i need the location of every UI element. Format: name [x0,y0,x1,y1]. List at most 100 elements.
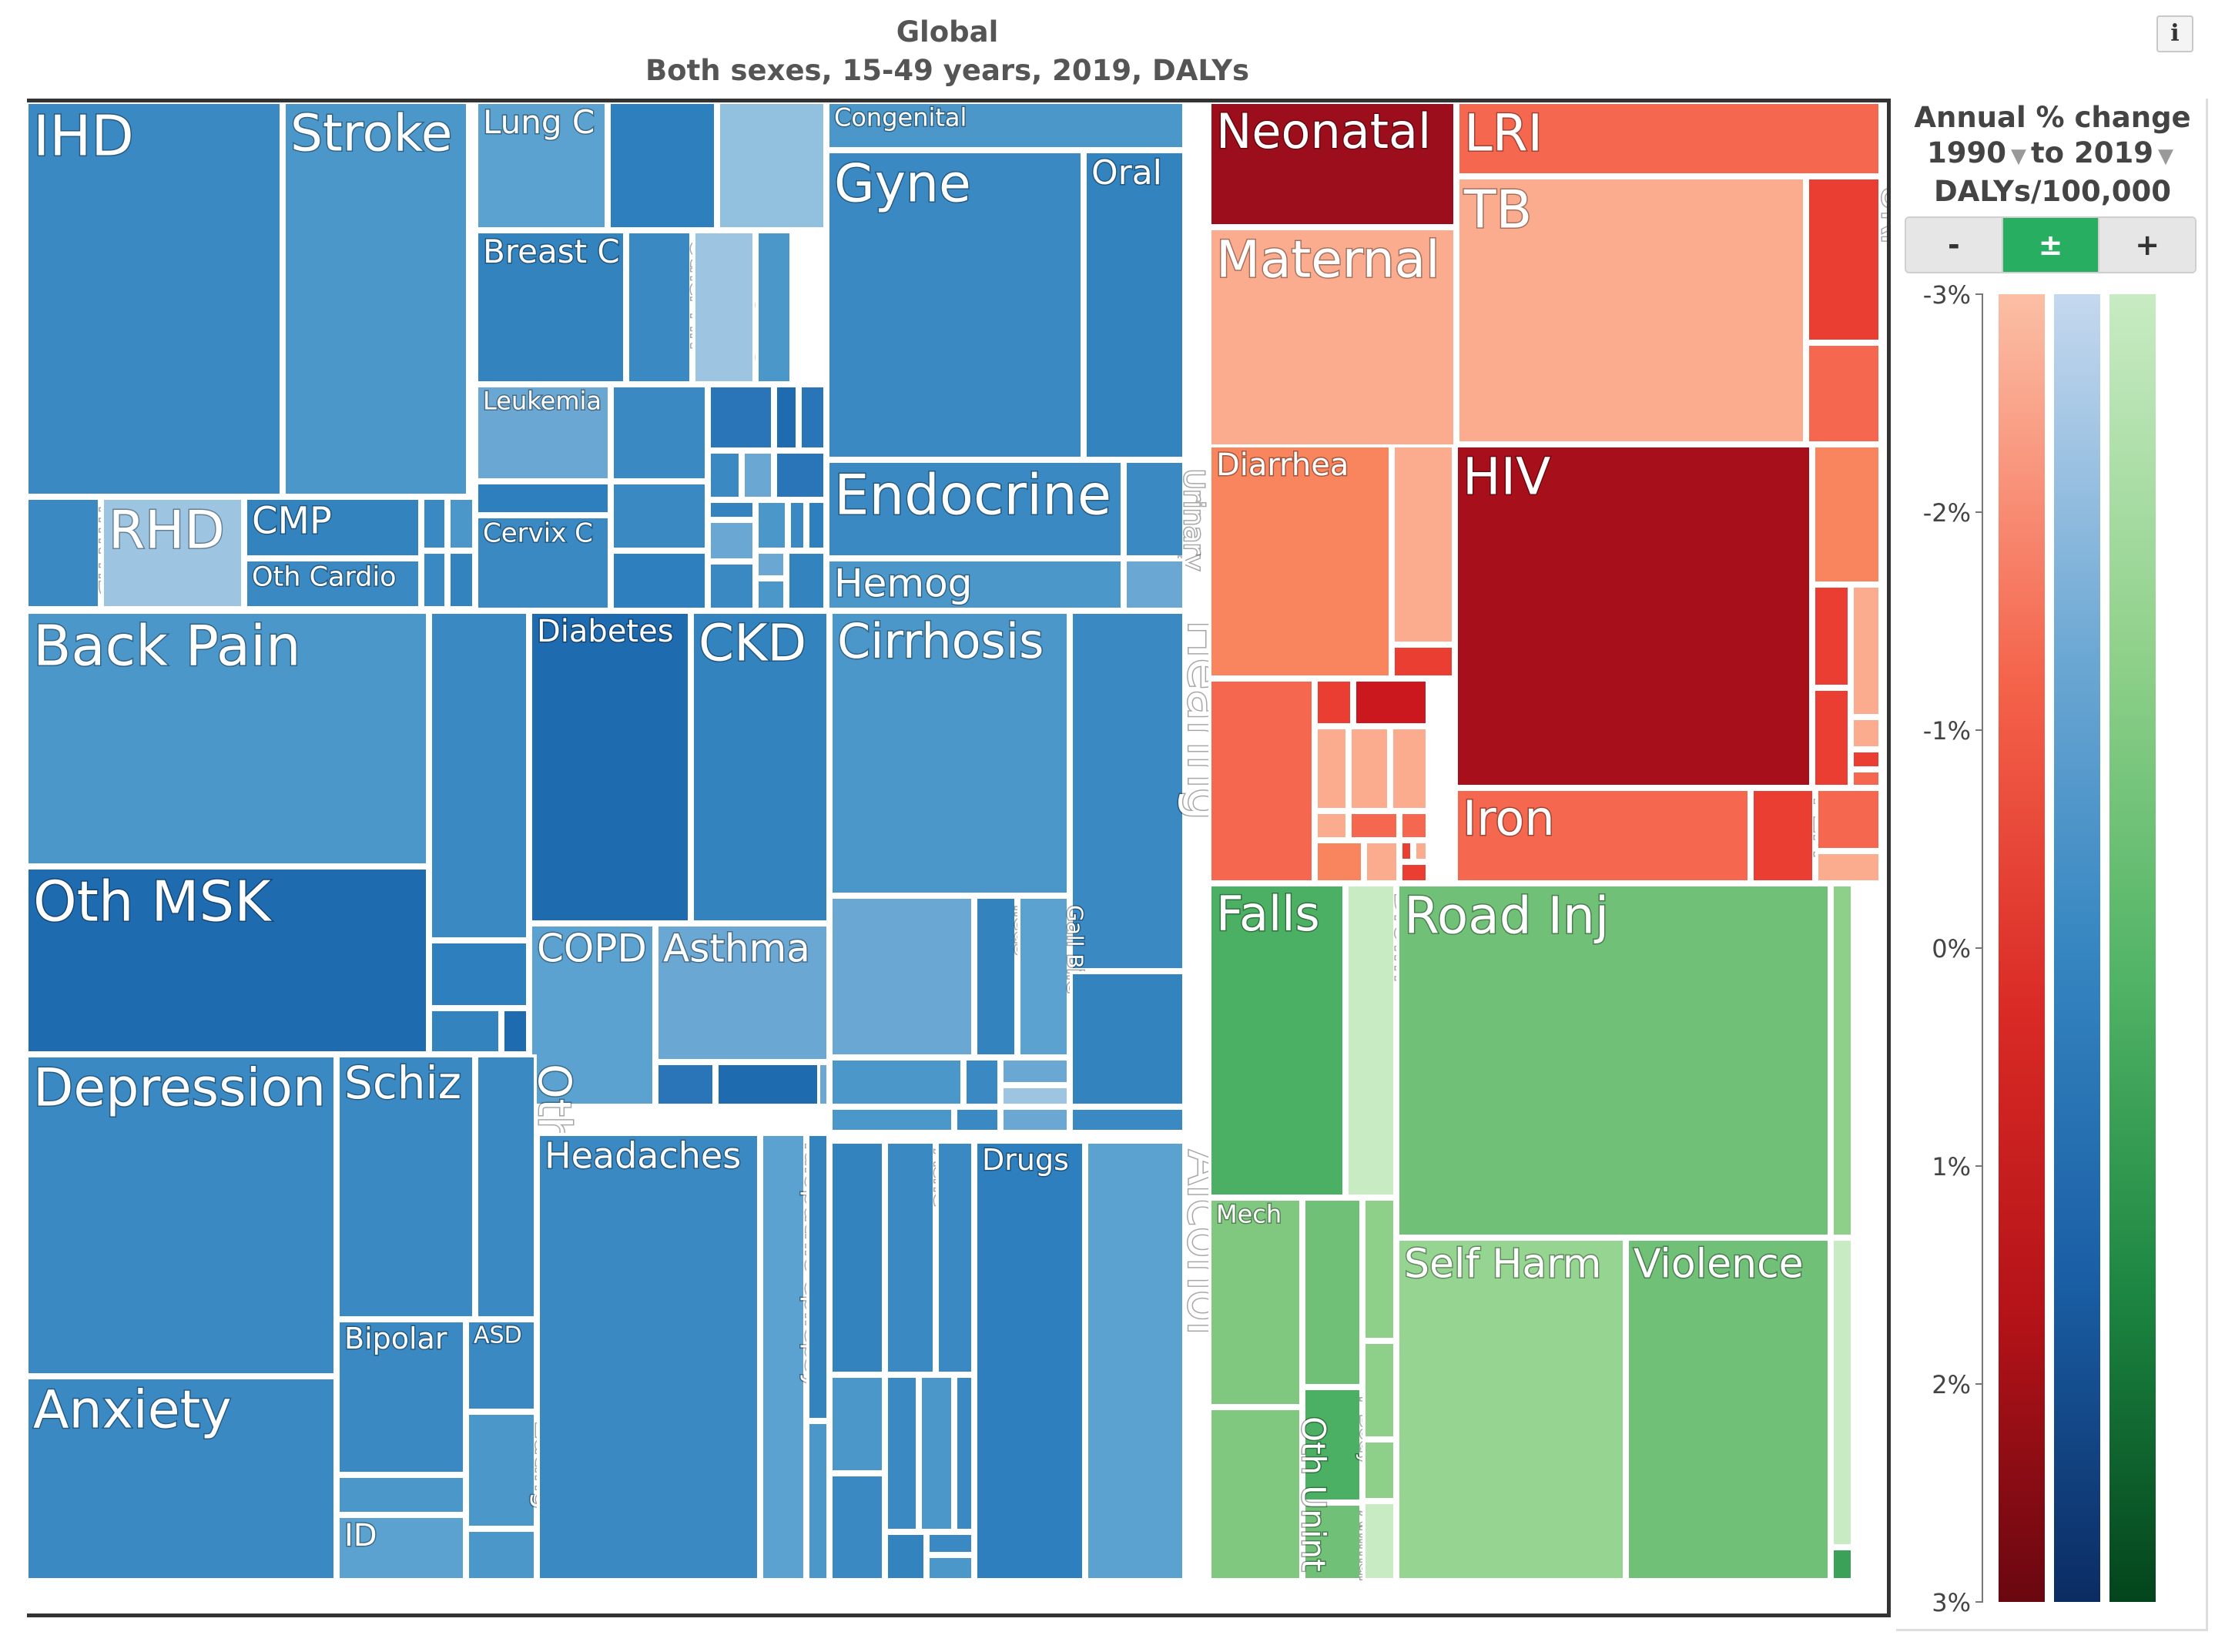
treemap-cell[interactable] [608,102,717,230]
treemap-cell[interactable] [1000,1107,1070,1133]
dropdown-triangle-icon[interactable]: ▼ [2011,145,2026,168]
treemap-cell[interactable] [885,1375,919,1532]
treemap-cell-schiz[interactable] [337,1054,475,1319]
treemap-cell-depression[interactable] [27,1054,337,1376]
treemap-cell[interactable] [1815,851,1882,883]
treemap-cell-malaria[interactable] [1208,679,1315,883]
treemap-cell-tb[interactable] [1456,176,1806,444]
treemap-cell[interactable] [611,481,708,551]
treemap-cell[interactable] [1362,1439,1396,1501]
treemap-cell[interactable] [429,940,529,1008]
treemap-cell[interactable] [708,500,756,520]
treemap-cell[interactable] [927,1532,974,1555]
treemap-cell-uri[interactable] [1806,176,1882,343]
treemap-cell[interactable] [756,578,786,611]
treemap-cell[interactable] [774,384,799,451]
treemap-cell[interactable] [1815,788,1882,851]
treemap-cell[interactable] [708,561,756,611]
treemap-cell-hearing[interactable] [1070,611,1185,971]
treemap-cell[interactable] [936,1141,974,1375]
treemap-cell[interactable] [1851,769,1882,788]
treemap-cell[interactable] [1392,645,1455,679]
treemap-cell[interactable] [806,1421,829,1581]
treemap-cell-ileus[interactable] [974,896,1017,1057]
treemap-cell[interactable] [954,1107,1000,1133]
treemap-cell-mech[interactable] [1208,1198,1302,1407]
treemap-cell-lung-c[interactable] [475,102,608,230]
treemap-cell[interactable] [1349,726,1390,811]
treemap-cell[interactable] [829,1473,885,1581]
treemap-cell-ihd[interactable] [27,102,283,497]
treemap-cell-fire[interactable] [1302,1198,1362,1387]
treemap-cell[interactable] [1831,883,1854,1238]
treemap-cell-headaches[interactable] [537,1133,760,1581]
treemap-cell[interactable] [1070,1107,1185,1133]
treemap-cell[interactable] [1315,726,1349,811]
treemap-cell-diarrhea[interactable] [1208,444,1392,679]
treemap-cell-alcohol[interactable] [1085,1141,1185,1581]
treemap-cell[interactable] [927,1555,974,1581]
treemap-cell-cmp[interactable] [244,497,421,558]
treemap-cell[interactable] [919,1375,954,1532]
treemap-cell[interactable] [756,500,788,551]
treemap-cell-congenital[interactable] [826,102,1185,150]
treemap-cell[interactable] [1390,726,1429,811]
treemap-cell-anxiety[interactable] [27,1376,337,1581]
treemap-cell[interactable] [708,384,774,451]
treemap-cell[interactable] [611,384,708,481]
treemap-cell[interactable] [1392,444,1455,645]
treemap-cell[interactable] [708,520,756,561]
treemap-cell[interactable] [963,1057,1000,1107]
treemap-cell[interactable] [466,1529,537,1581]
treemap-cell-acne[interactable] [885,1141,936,1375]
treemap-cell-pem[interactable] [1751,788,1815,883]
treemap-cell-endocrine[interactable] [826,460,1124,558]
info-icon-button[interactable]: i [2156,15,2193,52]
treemap-cell[interactable] [817,1062,829,1107]
treemap-cell-back-pain[interactable] [27,611,429,866]
treemap-cell-violence[interactable] [1626,1238,1831,1581]
treemap-cell-self-harm[interactable] [1396,1238,1626,1581]
treemap-cell[interactable] [756,230,792,384]
negative-button[interactable]: - [1906,218,2002,272]
treemap-cell-gall-bile[interactable] [1017,896,1070,1057]
treemap-cell-oral[interactable] [1084,150,1185,460]
treemap-cell[interactable] [1812,444,1882,585]
treemap-cell[interactable] [1000,1057,1070,1085]
treemap-cell-hemog[interactable] [826,558,1124,611]
treemap-cell-oth-unint[interactable] [1208,1407,1302,1581]
treemap-cell-bipolar[interactable] [337,1319,466,1475]
treemap-cell[interactable] [1399,862,1429,883]
treemap-cell[interactable] [829,1057,963,1107]
to-year-select[interactable]: to 2019 [2031,136,2153,169]
treemap-cell[interactable] [954,1375,974,1532]
treemap-cell[interactable] [1812,688,1851,788]
treemap-cell-liver-c[interactable] [692,230,756,384]
treemap-cell[interactable] [717,102,826,230]
treemap-cell[interactable] [655,1062,715,1107]
treemap-cell[interactable] [786,551,826,611]
treemap-cell[interactable] [1851,717,1882,749]
treemap-cell[interactable] [1364,840,1399,883]
treemap-cell-drugs[interactable] [974,1141,1085,1581]
treemap-cell[interactable] [1362,1198,1396,1341]
dropdown-triangle-icon[interactable]: ▼ [2157,145,2173,168]
treemap-cell-gyne[interactable] [826,150,1084,460]
treemap-cell-f-body[interactable] [1302,1387,1362,1503]
treemap-cell[interactable] [715,1062,829,1107]
treemap-cell[interactable] [1399,811,1429,840]
treemap-cell-dermatitis[interactable] [829,1141,885,1375]
treemap-cell-oth-cardio[interactable] [244,558,421,609]
treemap-cell[interactable] [829,1375,885,1473]
treemap-cell[interactable] [475,481,611,515]
treemap-cell-id[interactable] [337,1515,466,1581]
treemap-cell-asthma[interactable] [655,923,829,1062]
treemap-cell-cirrhosis[interactable] [829,611,1070,896]
treemap-cell-falls[interactable] [1208,883,1345,1198]
treemap-cell[interactable] [447,551,475,609]
treemap-cell[interactable] [756,551,786,578]
treemap-cell[interactable] [742,451,774,500]
treemap-cell[interactable] [1353,679,1429,726]
treemap-cell[interactable] [806,1133,829,1421]
treemap-cell-cervix-c[interactable] [475,515,611,611]
